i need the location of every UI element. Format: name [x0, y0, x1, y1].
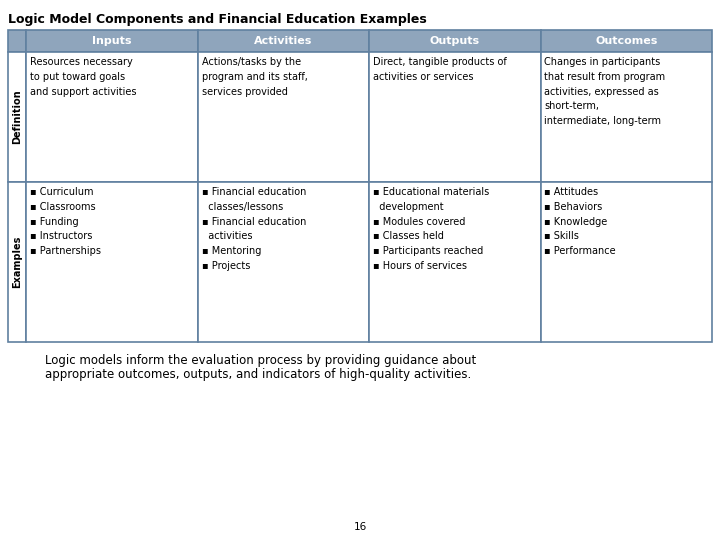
Bar: [197, 182, 369, 342]
Text: Outcomes: Outcomes: [595, 36, 657, 46]
Text: ▪ Attitudes
▪ Behaviors
▪ Knowledge
▪ Skills
▪ Performance: ▪ Attitudes ▪ Behaviors ▪ Knowledge ▪ Sk…: [544, 187, 616, 256]
Text: ▪ Financial education
  classes/lessons
▪ Financial education
  activities
▪ Men: ▪ Financial education classes/lessons ▪ …: [202, 187, 306, 271]
Bar: [369, 52, 541, 182]
Bar: [197, 52, 369, 182]
Text: Examples: Examples: [12, 236, 22, 288]
Bar: [26, 52, 197, 182]
Text: Actions/tasks by the
program and its staff,
services provided: Actions/tasks by the program and its sta…: [202, 57, 307, 97]
Bar: [369, 30, 541, 52]
Text: Resources necessary
to put toward goals
and support activities: Resources necessary to put toward goals …: [30, 57, 137, 97]
Bar: [26, 182, 197, 342]
Bar: [369, 182, 541, 342]
Text: 16: 16: [354, 522, 366, 532]
Text: Changes in participants
that result from program
activities, expressed as
short-: Changes in participants that result from…: [544, 57, 665, 126]
Bar: [197, 30, 369, 52]
Text: Logic models inform the evaluation process by providing guidance about: Logic models inform the evaluation proce…: [45, 354, 476, 367]
Text: ▪ Curriculum
▪ Classrooms
▪ Funding
▪ Instructors
▪ Partnerships: ▪ Curriculum ▪ Classrooms ▪ Funding ▪ In…: [30, 187, 101, 256]
Bar: [8, 52, 26, 182]
Text: ▪ Educational materials
  development
▪ Modules covered
▪ Classes held
▪ Partici: ▪ Educational materials development ▪ Mo…: [373, 187, 490, 271]
Bar: [541, 52, 712, 182]
Text: Logic Model Components and Financial Education Examples: Logic Model Components and Financial Edu…: [8, 13, 427, 26]
Bar: [8, 30, 26, 52]
Bar: [8, 182, 26, 342]
Text: Activities: Activities: [254, 36, 312, 46]
Text: Definition: Definition: [12, 90, 22, 144]
Text: Inputs: Inputs: [92, 36, 132, 46]
Text: Outputs: Outputs: [430, 36, 480, 46]
Bar: [541, 182, 712, 342]
Bar: [541, 30, 712, 52]
Text: Direct, tangible products of
activities or services: Direct, tangible products of activities …: [373, 57, 507, 82]
Bar: [26, 30, 197, 52]
Text: appropriate outcomes, outputs, and indicators of high-quality activities.: appropriate outcomes, outputs, and indic…: [45, 368, 472, 381]
